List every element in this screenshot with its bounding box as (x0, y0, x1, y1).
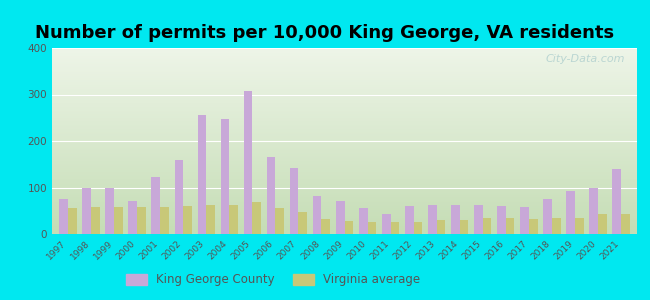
Bar (83, 188, 91, 234)
Bar (114, 207, 123, 234)
Bar (129, 200, 137, 234)
Bar (91, 207, 100, 234)
Bar (589, 188, 598, 234)
Bar (68, 208, 77, 234)
Bar (621, 214, 630, 234)
Bar (359, 208, 367, 234)
Bar (313, 196, 322, 234)
Bar (520, 207, 528, 234)
Bar (405, 206, 413, 234)
Bar (244, 91, 252, 234)
Legend: King George County, Virginia average: King George County, Virginia average (121, 269, 425, 291)
Text: Number of permits per 10,000 King George, VA residents: Number of permits per 10,000 King George… (36, 24, 614, 42)
Bar (137, 208, 146, 234)
Bar (566, 191, 575, 234)
Bar (367, 222, 376, 234)
Bar (266, 157, 276, 234)
Bar (382, 214, 391, 234)
Bar (161, 208, 169, 234)
Bar (575, 218, 584, 234)
Bar (460, 220, 469, 234)
Bar (437, 220, 445, 234)
Bar (229, 205, 238, 234)
Bar (451, 205, 460, 234)
Bar (220, 119, 229, 234)
Bar (528, 219, 538, 234)
Bar (151, 177, 161, 234)
Bar (198, 116, 206, 234)
Bar (413, 222, 423, 234)
Bar (552, 218, 560, 234)
Bar (105, 188, 114, 234)
Bar (543, 199, 552, 234)
Bar (428, 205, 437, 234)
Text: City-Data.com: City-Data.com (546, 54, 625, 64)
Bar (290, 167, 298, 234)
Bar (59, 199, 68, 234)
Bar (252, 202, 261, 234)
Bar (497, 206, 506, 234)
Bar (483, 218, 491, 234)
Bar (175, 160, 183, 234)
Bar (598, 214, 606, 234)
Bar (322, 219, 330, 234)
Bar (336, 200, 344, 234)
Bar (612, 169, 621, 234)
Bar (298, 212, 307, 234)
Bar (506, 218, 514, 234)
Bar (206, 205, 215, 234)
Bar (183, 206, 192, 234)
Bar (474, 205, 483, 234)
Bar (276, 208, 284, 234)
Bar (344, 221, 353, 234)
Bar (391, 222, 399, 234)
